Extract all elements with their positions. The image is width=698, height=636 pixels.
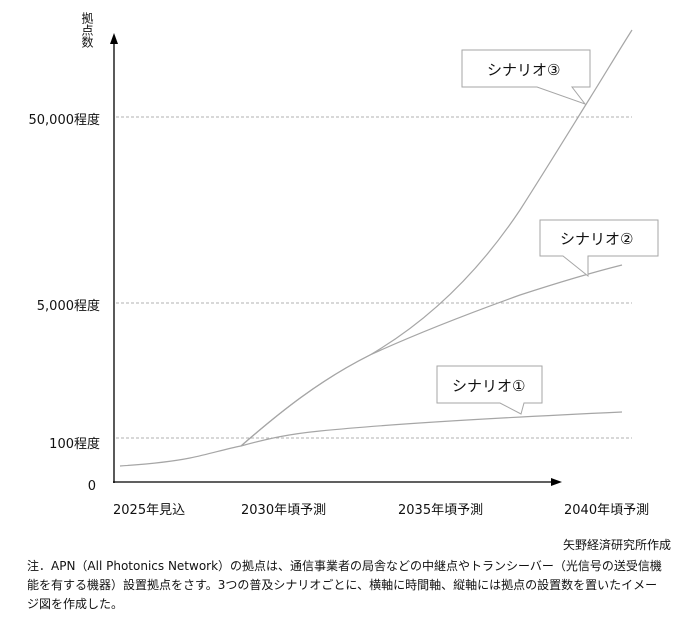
callout-label-scenario-3: シナリオ③ [487, 61, 561, 79]
x-tick-2025: 2025年見込 [113, 503, 186, 518]
callout-box-scenario-1 [436, 365, 543, 415]
y-axis-title: 拠点数 [80, 12, 94, 48]
x-tick-2030: 2030年頃予測 [241, 503, 327, 518]
y-tick-50000: 50,000程度 [28, 113, 101, 128]
y-tick-5000: 5,000程度 [36, 299, 100, 314]
x-axis-arrow-icon [551, 478, 562, 486]
callout-label-scenario-1: シナリオ① [452, 377, 526, 395]
callout-label-scenario-2: シナリオ② [560, 230, 634, 248]
x-tick-2035: 2035年頃予測 [398, 503, 484, 518]
source-credit: 矢野経済研究所作成 [562, 538, 671, 552]
line-scenario-1 [240, 411, 623, 447]
line-scenario-3 [240, 29, 633, 447]
line-scenario-2 [240, 264, 623, 447]
footnote: 注．APN（All Photonics Network）の拠点は、通信事業者の局… [27, 559, 662, 611]
x-tick-2040: 2040年頃予測 [564, 503, 650, 518]
y-tick-0: 0 [87, 479, 96, 494]
line-base [119, 445, 242, 467]
callout-box-scenario-2 [539, 219, 659, 278]
y-tick-100: 100程度 [49, 437, 100, 452]
y-axis-arrow-icon [110, 33, 118, 44]
callout-box-scenario-3 [461, 49, 591, 106]
